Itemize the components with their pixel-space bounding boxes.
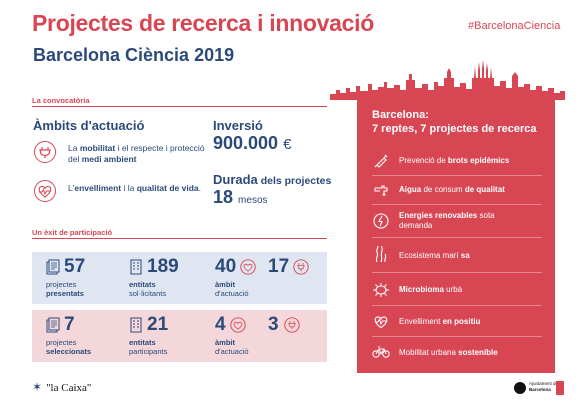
divider	[372, 305, 542, 306]
projects-submitted-label: projectes presentats	[46, 280, 84, 298]
ambits-title: Àmbits d'actuació	[33, 118, 145, 133]
plug-icon	[293, 259, 309, 275]
reptes-title: Barcelona: 7 reptes, 7 projectes de recer…	[372, 109, 537, 135]
plug-icon	[34, 141, 56, 163]
repte-item: Prevenció de brots epidèmics	[399, 156, 510, 165]
building-icon	[130, 259, 142, 275]
section-divider	[32, 238, 327, 239]
seaweed-icon	[375, 245, 387, 263]
heart-pulse-icon	[230, 317, 246, 333]
ambit-envelliment-count: 40	[215, 256, 237, 277]
projects-selected-count: 7	[64, 314, 75, 335]
repte-item: Energies renovables sota demanda	[399, 211, 495, 230]
divider	[372, 272, 542, 273]
hashtag: #BarcelonaCiencia	[468, 20, 561, 32]
reptes-panel: Barcelona: 7 reptes, 7 projectes de recer…	[357, 95, 555, 373]
bicycle-icon	[372, 346, 390, 358]
divider	[372, 175, 542, 176]
section-label-participacio: Un èxit de participació	[32, 228, 113, 237]
repte-item: Aigua de consum de qualitat	[399, 185, 505, 194]
durada-value: 18 mesos	[213, 187, 268, 207]
inversio-label: Inversió	[213, 118, 263, 133]
page-subtitle: Barcelona Ciència 2019	[33, 45, 235, 65]
ambit-envelliment-selected-count: 4	[215, 314, 226, 335]
repte-item: Mobilitat urbana sostenible	[399, 348, 498, 357]
plug-icon	[284, 317, 300, 333]
projects-selected-label: projectes seleccionats	[46, 338, 92, 356]
document-stack-icon	[46, 259, 60, 275]
section-divider	[32, 106, 327, 107]
barcelona-skyline-icon	[330, 60, 565, 100]
heart-pulse-icon	[374, 316, 388, 329]
projects-submitted-count: 57	[64, 256, 86, 277]
entities-participant-count: 21	[147, 314, 169, 335]
heart-pulse-icon	[240, 259, 256, 275]
page-title: Projectes de recerca i innovació	[32, 10, 374, 36]
ambit-mobilitat-selected-count: 3	[268, 314, 279, 335]
divider	[372, 237, 542, 238]
ajuntament-logo: Ajuntament de Barcelona	[514, 380, 564, 396]
flag-icon	[556, 381, 564, 395]
ambit-mobilitat-count: 17	[268, 256, 290, 277]
ambit-envelliment-text: L'envelliment i la qualitat de vida.	[68, 183, 201, 193]
syringe-icon	[374, 154, 388, 168]
ambit-label: àmbit d'actuació	[215, 280, 249, 298]
inversio-value: 900.000 €	[213, 133, 292, 153]
durada-label: Durada dels projectes	[213, 172, 332, 187]
entities-applicant-count: 189	[147, 256, 179, 277]
energy-icon	[373, 213, 389, 229]
entities-participant-label: entitats participants	[129, 338, 168, 356]
divider	[372, 204, 542, 205]
ambit-label: àmbit d'actuació	[215, 338, 249, 356]
microbe-icon	[373, 283, 389, 297]
star-icon: ✶	[32, 380, 43, 394]
tap-icon	[374, 185, 388, 196]
la-caixa-logo: ✶ "la Caixa"	[32, 380, 92, 394]
ambit-mobilitat-text: La mobilitat i el respecte i protecció d…	[68, 143, 205, 164]
heart-pulse-icon	[34, 180, 56, 202]
document-stack-icon	[46, 317, 60, 333]
entities-applicant-label: entitats sol·licitants	[129, 280, 167, 298]
stats-panel-submitted	[32, 252, 327, 304]
repte-item: Microbioma urbà	[399, 285, 463, 294]
seal-icon	[514, 382, 526, 394]
stats-panel-selected	[32, 310, 327, 362]
repte-item: Envelliment en positiu	[399, 317, 481, 326]
divider	[372, 336, 542, 337]
section-label-convocatoria: La convocatòria	[32, 96, 90, 105]
repte-item: Ecosistema marí sa	[399, 251, 470, 260]
building-icon	[130, 317, 142, 333]
